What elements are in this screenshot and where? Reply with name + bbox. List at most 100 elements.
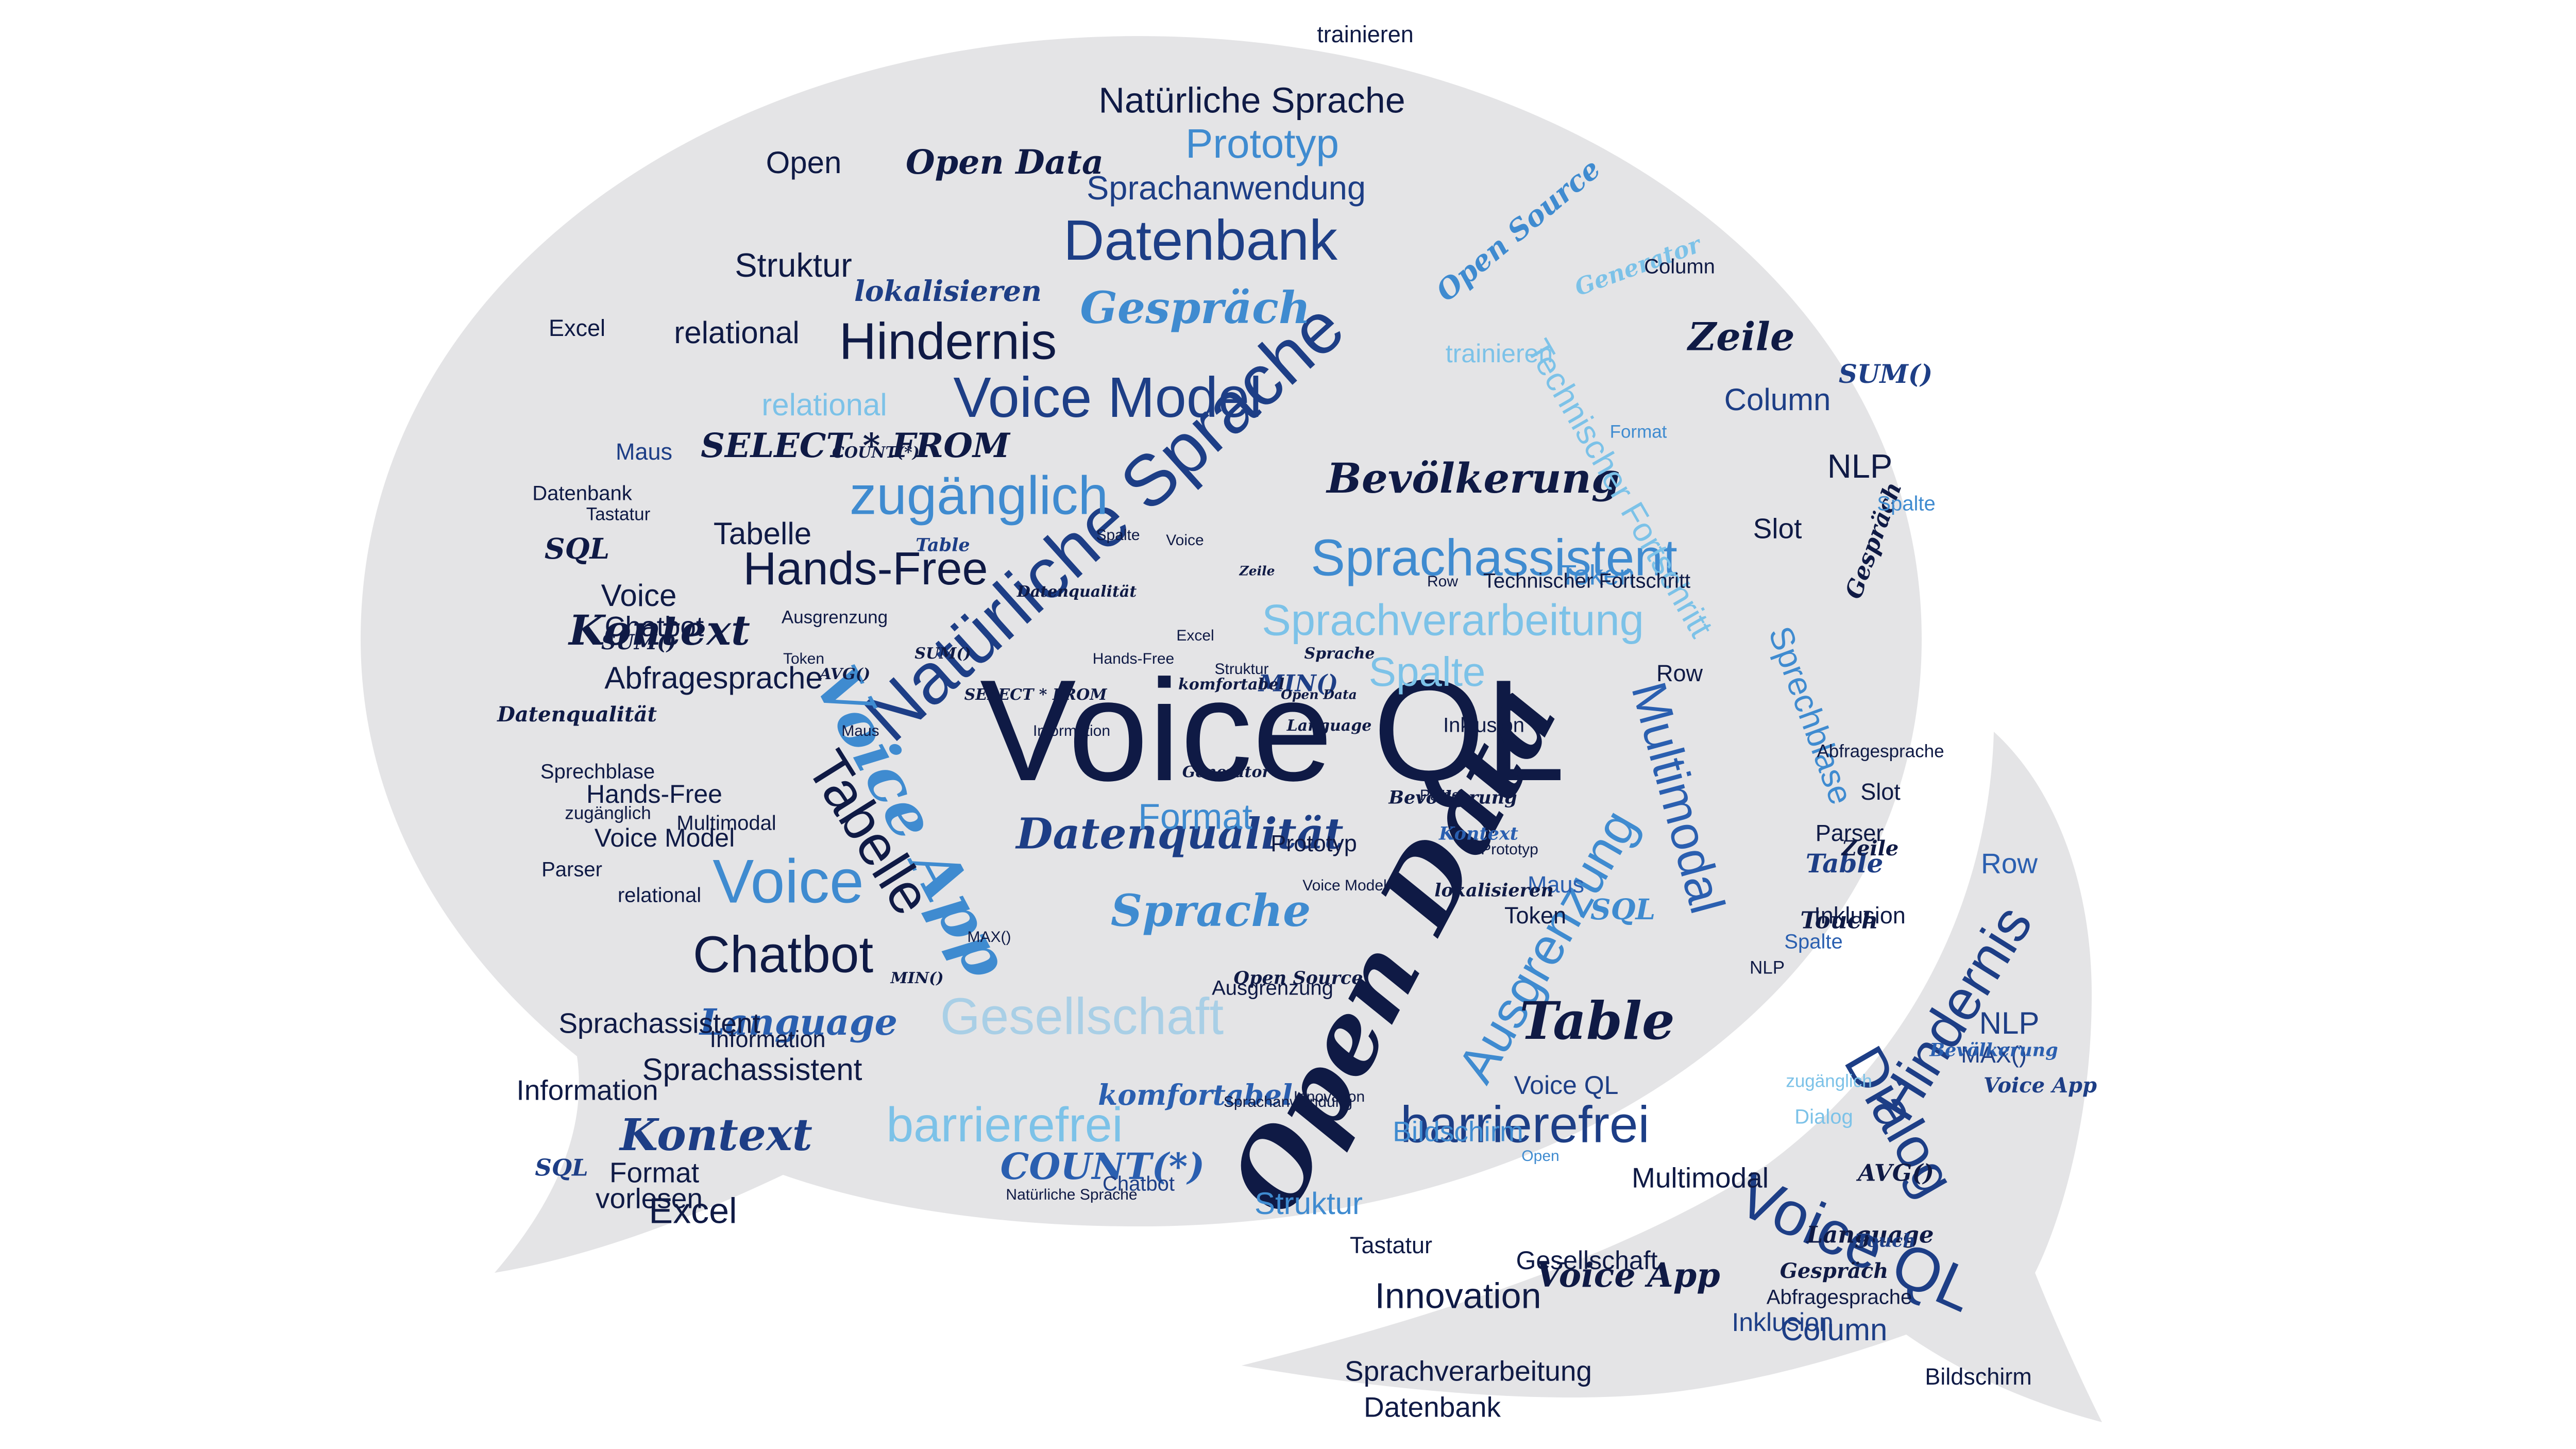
cloud-word: Row xyxy=(1427,573,1458,590)
cloud-word: relational xyxy=(674,315,800,350)
cloud-word: Voice App xyxy=(1984,1073,2097,1098)
cloud-word: Generator xyxy=(1182,763,1272,781)
cloud-word: Language xyxy=(1806,1221,1934,1249)
cloud-word: Open xyxy=(766,145,842,180)
cloud-word: Kontext xyxy=(619,1109,812,1161)
cloud-word: relational xyxy=(618,884,701,907)
cloud-word: Slot xyxy=(1753,513,1802,545)
cloud-word: MIN() xyxy=(1258,670,1338,697)
cloud-word: Table xyxy=(916,535,970,556)
cloud-word: barrierefrei xyxy=(1400,1096,1650,1153)
cloud-word: zugänglich xyxy=(850,466,1108,526)
cloud-word: NLP xyxy=(1750,957,1785,978)
cloud-word: Ausgrenzung xyxy=(1212,977,1333,1000)
cloud-word: Language xyxy=(1286,717,1372,735)
cloud-word: zugänglich xyxy=(1786,1071,1872,1091)
cloud-word: Multimodal xyxy=(1632,1162,1769,1194)
cloud-word: SELECT * FROM xyxy=(964,686,1108,704)
cloud-word: Parser xyxy=(541,858,602,881)
cloud-word: Sprachverarbeitung xyxy=(1345,1355,1592,1387)
cloud-word: Bevölkerung xyxy=(1326,454,1620,502)
cloud-word: NLP xyxy=(1827,447,1892,485)
cloud-word: Sprachanwendung xyxy=(1224,1093,1352,1110)
cloud-word: Parser xyxy=(1816,820,1884,846)
cloud-word: Bevölkerung xyxy=(1388,787,1517,808)
cloud-word: Innovation xyxy=(1294,1088,1365,1105)
cloud-word: Maus xyxy=(1528,871,1584,898)
cloud-word: AVG() xyxy=(1856,1159,1934,1187)
cloud-word: Column xyxy=(1781,1312,1888,1347)
cloud-word: Excel xyxy=(1176,627,1214,644)
cloud-word: MAX() xyxy=(968,929,1011,946)
cloud-word: Bildschirm xyxy=(1393,1116,1523,1148)
cloud-word: Datenbank xyxy=(532,482,632,505)
cloud-word: Zeile xyxy=(1841,836,1899,861)
cloud-word: Sprachanwendung xyxy=(1087,169,1366,207)
cloud-word: Struktur xyxy=(735,246,852,284)
cloud-word: Spalte xyxy=(1369,649,1486,695)
cloud-word: Sprachverarbeitung xyxy=(1262,596,1644,645)
cloud-word: Natürliche Sprache xyxy=(1006,1186,1137,1203)
cloud-word: Information xyxy=(709,1026,825,1052)
cloud-word: Open Source xyxy=(1234,968,1363,989)
cloud-word: Bevölkerung xyxy=(1929,1040,2058,1061)
cloud-word: Token xyxy=(783,650,824,667)
cloud-word: MAX() xyxy=(1961,1041,2027,1068)
cloud-word: Token xyxy=(1560,559,1635,591)
cloud-word: Sprachassistent xyxy=(1311,529,1677,586)
cloud-word: Row xyxy=(1981,848,2038,880)
cloud-word: Table xyxy=(1806,848,1884,879)
cloud-word: SQL xyxy=(545,532,609,565)
cloud-word: Spalte xyxy=(1096,527,1140,544)
cloud-word: Chatbot xyxy=(693,925,873,983)
cloud-word: Kontext xyxy=(1438,823,1518,845)
cloud-word: Ausgrenzung xyxy=(782,607,888,627)
cloud-word: Sprachassistent xyxy=(558,1007,760,1039)
cloud-word: Technischer Fortschritt xyxy=(1483,570,1690,593)
cloud-word: Spalte xyxy=(1877,493,1935,515)
cloud-word: Format xyxy=(1138,796,1252,836)
cloud-word: Tastatur xyxy=(1350,1232,1432,1258)
cloud-word: zugänglich xyxy=(565,803,651,823)
cloud-word: Voice xyxy=(601,578,677,613)
cloud-word: Token xyxy=(1504,902,1566,929)
cloud-word: Sprachassistent xyxy=(642,1052,862,1087)
cloud-word: Row xyxy=(1656,660,1703,686)
cloud-word: barrierefrei xyxy=(886,1098,1123,1152)
cloud-word: SELECT * FROM xyxy=(701,426,1011,465)
cloud-word: Gesellschaft xyxy=(940,987,1224,1045)
cloud-word: Abfragesprache xyxy=(604,661,823,695)
cloud-word: Language xyxy=(699,1001,897,1043)
cloud-word: trainieren xyxy=(1446,339,1553,368)
cloud-word: Struktur xyxy=(1214,661,1268,678)
cloud-word: SQL xyxy=(1590,892,1655,926)
cloud-word: Column xyxy=(1644,256,1715,278)
cloud-word: Bildschirm xyxy=(1925,1363,2032,1390)
cloud-word: Hands-Free xyxy=(743,543,988,595)
cloud-word: Sprechblase xyxy=(540,761,655,783)
cloud-word: komfortabel xyxy=(1178,676,1284,694)
cloud-word: Hindernis xyxy=(839,312,1057,370)
cloud-word: NLP xyxy=(1979,1006,2040,1040)
cloud-word: Datenqualität xyxy=(1016,583,1137,601)
cloud-word: vorlesen xyxy=(596,1183,703,1215)
cloud-word: Information xyxy=(1033,722,1110,739)
cloud-word: Slot xyxy=(1860,779,1901,805)
cloud-word: Sprache xyxy=(1111,885,1311,937)
cloud-word: Voice Model xyxy=(953,366,1262,429)
right-speech-bubble xyxy=(1242,732,2102,1422)
cloud-word: Table xyxy=(1519,990,1674,1051)
cloud-word: Inklusion xyxy=(1732,1308,1833,1337)
cloud-word: Touch xyxy=(1800,907,1878,934)
cloud-word: Zeile xyxy=(1686,314,1794,360)
cloud-word: Prototyp xyxy=(1481,841,1538,858)
cloud-word: Maus xyxy=(616,439,672,465)
cloud-word: AVG() xyxy=(818,665,870,683)
cloud-word: Voice App xyxy=(1536,1256,1720,1295)
cloud-word: Voice Model xyxy=(1302,877,1386,894)
cloud-word: Prototyp xyxy=(1270,830,1357,856)
left-speech-bubble xyxy=(361,36,1922,1273)
cloud-word: Prototyp xyxy=(1185,121,1339,166)
